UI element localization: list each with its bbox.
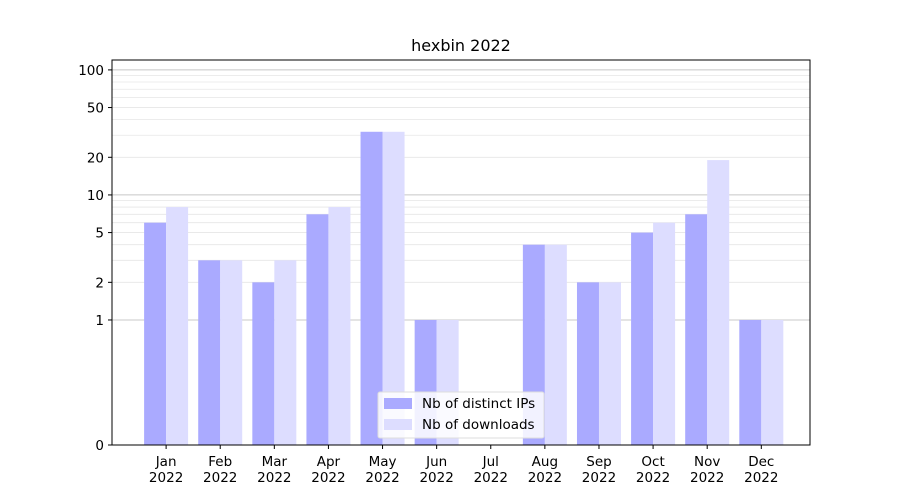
bar bbox=[252, 282, 275, 445]
grid-lines bbox=[112, 69, 810, 321]
x-tick-label-month: Oct bbox=[641, 454, 664, 470]
bar bbox=[220, 260, 243, 445]
y-tick-label: 5 bbox=[95, 226, 104, 242]
x-tick-label-month: Dec bbox=[748, 454, 774, 470]
x-tick-label-month: Nov bbox=[694, 454, 720, 470]
y-tick-label: 1 bbox=[95, 313, 104, 329]
bar bbox=[653, 222, 676, 445]
bar bbox=[739, 319, 762, 445]
bar bbox=[598, 282, 621, 445]
legend-swatch bbox=[384, 419, 412, 430]
bar bbox=[144, 222, 167, 445]
legend-label: Nb of distinct IPs bbox=[422, 396, 535, 412]
plot-frame bbox=[111, 59, 811, 446]
x-tick-label-year: 2022 bbox=[636, 470, 670, 486]
bar bbox=[360, 131, 383, 445]
x-tick-label-year: 2022 bbox=[474, 470, 508, 486]
y-tick-label: 100 bbox=[78, 63, 104, 79]
x-tick-label-month: Apr bbox=[317, 454, 341, 470]
x-tick-label-year: 2022 bbox=[365, 470, 399, 486]
legend: Nb of distinct IPs Nb of downloads bbox=[377, 391, 545, 439]
x-tick-label-year: 2022 bbox=[203, 470, 237, 486]
y-tick-label: 2 bbox=[95, 275, 104, 291]
bar bbox=[685, 214, 708, 445]
bar bbox=[306, 214, 329, 445]
y-tick-label: 20 bbox=[87, 150, 104, 166]
bar bbox=[544, 244, 567, 445]
x-tick-label-year: 2022 bbox=[744, 470, 778, 486]
x-tick-label-year: 2022 bbox=[419, 470, 453, 486]
y-tick-label: 10 bbox=[87, 188, 104, 204]
legend-label: Nb of downloads bbox=[422, 417, 535, 433]
bar bbox=[382, 131, 405, 445]
x-tick-label-month: Jan bbox=[155, 454, 177, 470]
y-axis: 0 1 2 5 10 20 50 100 bbox=[78, 63, 112, 454]
bar bbox=[328, 207, 351, 445]
y-tick-label: 0 bbox=[95, 438, 104, 454]
bar bbox=[631, 232, 654, 445]
x-tick-label-year: 2022 bbox=[311, 470, 345, 486]
bar bbox=[761, 319, 784, 445]
x-tick-label-month: Feb bbox=[208, 454, 232, 470]
bar bbox=[576, 282, 599, 445]
x-tick-label-month: Jul bbox=[482, 454, 499, 470]
chart-title: hexbin 2022 bbox=[411, 36, 511, 55]
bar bbox=[707, 160, 730, 445]
x-tick-label-year: 2022 bbox=[528, 470, 562, 486]
bar bbox=[274, 260, 297, 445]
x-tick-label-year: 2022 bbox=[582, 470, 616, 486]
bar bbox=[198, 260, 221, 445]
legend-box bbox=[377, 391, 545, 439]
legend-swatch bbox=[384, 398, 412, 409]
x-tick-label-month: May bbox=[369, 454, 397, 470]
x-tick-label-month: Aug bbox=[532, 454, 558, 470]
x-tick-label-year: 2022 bbox=[257, 470, 291, 486]
x-tick-label-month: Mar bbox=[262, 454, 288, 470]
x-tick-label-month: Sep bbox=[586, 454, 611, 470]
x-tick-label-year: 2022 bbox=[690, 470, 724, 486]
y-tick-label: 50 bbox=[87, 101, 104, 117]
bar bbox=[166, 207, 189, 445]
x-axis: Jan2022Feb2022Mar2022Apr2022May2022Jun20… bbox=[149, 445, 778, 486]
x-tick-label-year: 2022 bbox=[149, 470, 183, 486]
x-tick-label-month: Jun bbox=[425, 454, 447, 470]
